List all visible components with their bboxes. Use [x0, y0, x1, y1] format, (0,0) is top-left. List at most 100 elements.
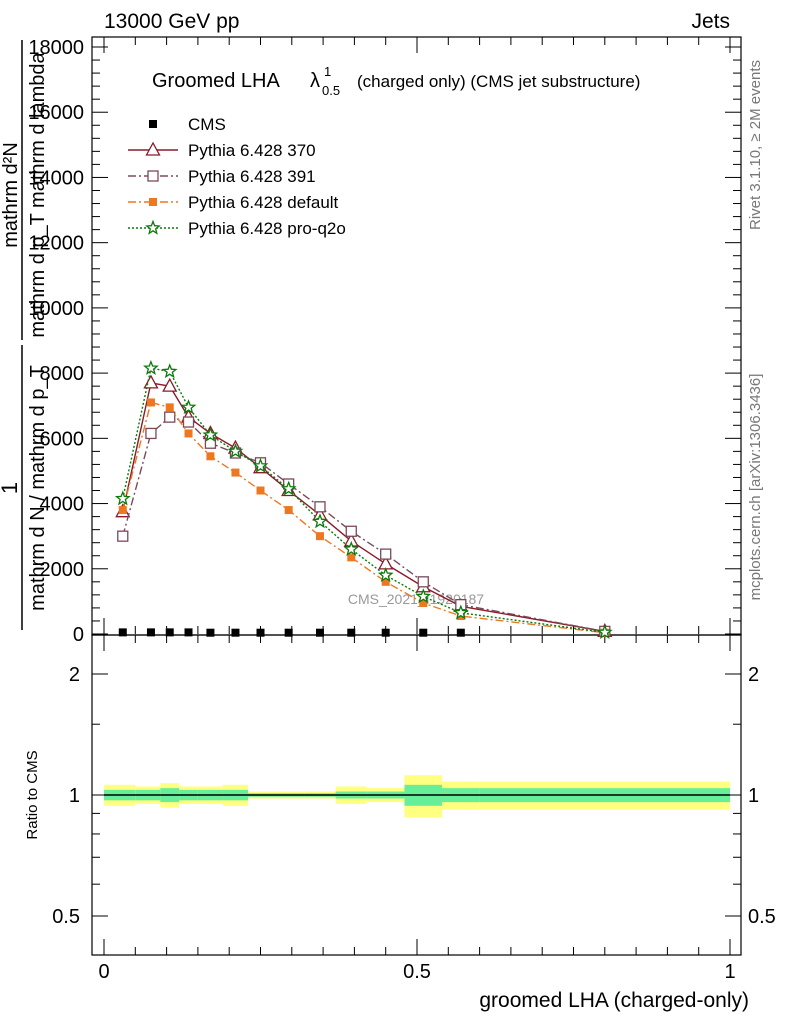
data-point — [145, 427, 157, 440]
data-point — [184, 429, 193, 438]
x-axis-label: groomed LHA (charged-only) — [479, 989, 749, 1012]
data-point — [143, 374, 159, 389]
data-point — [347, 628, 356, 637]
main-title: Groomed LHA λ 1 0.5 (charged only) (CMS … — [152, 64, 640, 98]
data-point — [314, 501, 326, 513]
legend-marker — [149, 198, 157, 206]
legend-marker — [145, 219, 161, 235]
data-point — [202, 426, 219, 442]
legend-label: CMS — [188, 115, 226, 134]
data-point — [312, 513, 328, 529]
data-point — [284, 628, 293, 637]
data-point — [452, 604, 469, 620]
main-ytick-label: 2000 — [40, 559, 85, 581]
data-point — [345, 525, 357, 537]
data-point — [377, 566, 394, 583]
legend-label: Pythia 6.428 391 — [188, 167, 316, 186]
data-point — [256, 486, 265, 495]
legend-label: Pythia 6.428 default — [188, 193, 339, 212]
main-ytick-label: 16000 — [28, 102, 84, 124]
ratio-ytick-label-right: 2 — [748, 664, 759, 686]
ratio-ytick-label: 0.5 — [52, 906, 80, 928]
data-point — [419, 599, 428, 608]
header-left: 13000 GeV pp — [104, 10, 239, 33]
data-point — [227, 443, 244, 459]
legend: CMS Pythia 6.428 370 Pythia 6.428 391 Pythi… — [128, 115, 346, 238]
data-point — [184, 628, 193, 637]
ratio-uncertainty-bands — [104, 775, 730, 818]
series-line — [122, 367, 605, 634]
ratio-ytick-label-right: 0.5 — [748, 906, 776, 928]
main-y-axis: 0 2000 4000 6000 8000 10000 12000 14000 16000 180… — [28, 37, 741, 646]
data-point — [118, 628, 127, 637]
series-line — [122, 401, 605, 634]
data-point — [165, 403, 174, 412]
side-mcplots-text: mcplots.cern.ch [arXiv:1306.3436] — [747, 374, 764, 601]
data-point — [417, 576, 429, 588]
data-point — [146, 628, 155, 637]
main-ytick-label: 0 — [73, 624, 84, 646]
series-0 — [118, 628, 465, 637]
data-point — [206, 452, 215, 461]
data-point — [143, 359, 159, 375]
title-prefix: Groomed LHA — [152, 70, 280, 92]
data-point — [315, 628, 324, 637]
data-point — [419, 628, 428, 637]
data-point — [117, 530, 129, 542]
title-sub: 0.5 — [322, 83, 340, 98]
main-ytick-label: 12000 — [28, 233, 84, 255]
ratio-xtick-label: 0 — [98, 961, 109, 983]
main-y-label: 1 mathrm d N / mathrm d p_T mathrm d²N m… — [0, 40, 49, 630]
series-4 — [114, 359, 613, 640]
data-point — [456, 628, 465, 637]
ratio-y-label: Ratio to CMS — [24, 750, 41, 839]
main-ytick-label: 18000 — [28, 37, 84, 59]
data-point — [206, 628, 215, 637]
data-point — [165, 628, 174, 637]
data-point — [381, 577, 390, 586]
ylabel-left-num: 1 — [0, 482, 22, 494]
legend-label: Pythia 6.428 370 — [188, 141, 316, 160]
data-point — [256, 628, 265, 637]
legend-marker — [145, 141, 161, 156]
main-ytick-label: 10000 — [28, 298, 84, 320]
data-point — [118, 506, 127, 515]
data-point — [161, 363, 178, 379]
main-ytick-label: 4000 — [40, 494, 85, 516]
ratio-ytick-label: 2 — [69, 664, 80, 686]
side-rivet-text: Rivet 3.1.10, ≥ 2M events — [747, 60, 764, 230]
analysis-watermark: CMS_2021_I1920187 — [348, 591, 484, 607]
ratio-y-axis: 0.5 0.5 1 1 2 2 — [52, 664, 776, 928]
data-point — [146, 398, 155, 407]
ylabel-numerator: mathrm d²N — [0, 142, 22, 248]
data-point — [381, 628, 390, 637]
main-ytick-label: 14000 — [28, 167, 84, 189]
data-point — [596, 624, 613, 640]
data-point — [114, 490, 131, 506]
main-ytick-label: 6000 — [40, 428, 85, 450]
ratio-xtick-label: 1 — [724, 961, 735, 983]
ratio-ytick-label-right: 1 — [748, 785, 759, 807]
data-point — [347, 553, 356, 562]
header-right: Jets — [691, 10, 730, 33]
data-point — [252, 457, 269, 473]
legend-label: Pythia 6.428 pro-q2o — [188, 219, 346, 238]
title-lambda: λ — [310, 70, 320, 92]
series-layer — [114, 359, 613, 640]
ratio-xtick-label: 0.5 — [403, 961, 431, 983]
ylabel-left-den: mathrm d N / mathrm d p_T — [27, 365, 49, 611]
data-point — [162, 377, 178, 392]
data-point — [231, 468, 240, 477]
legend-marker — [149, 120, 157, 128]
data-point — [380, 548, 392, 560]
data-point — [180, 399, 197, 415]
title-suffix: (charged only) (CMS jet substructure) — [357, 72, 640, 91]
data-point — [343, 540, 360, 556]
data-point — [284, 506, 293, 515]
data-point — [415, 588, 432, 604]
data-point — [315, 532, 324, 541]
ratio-ytick-label: 1 — [69, 785, 80, 807]
data-point — [164, 411, 176, 423]
data-point — [280, 480, 297, 496]
